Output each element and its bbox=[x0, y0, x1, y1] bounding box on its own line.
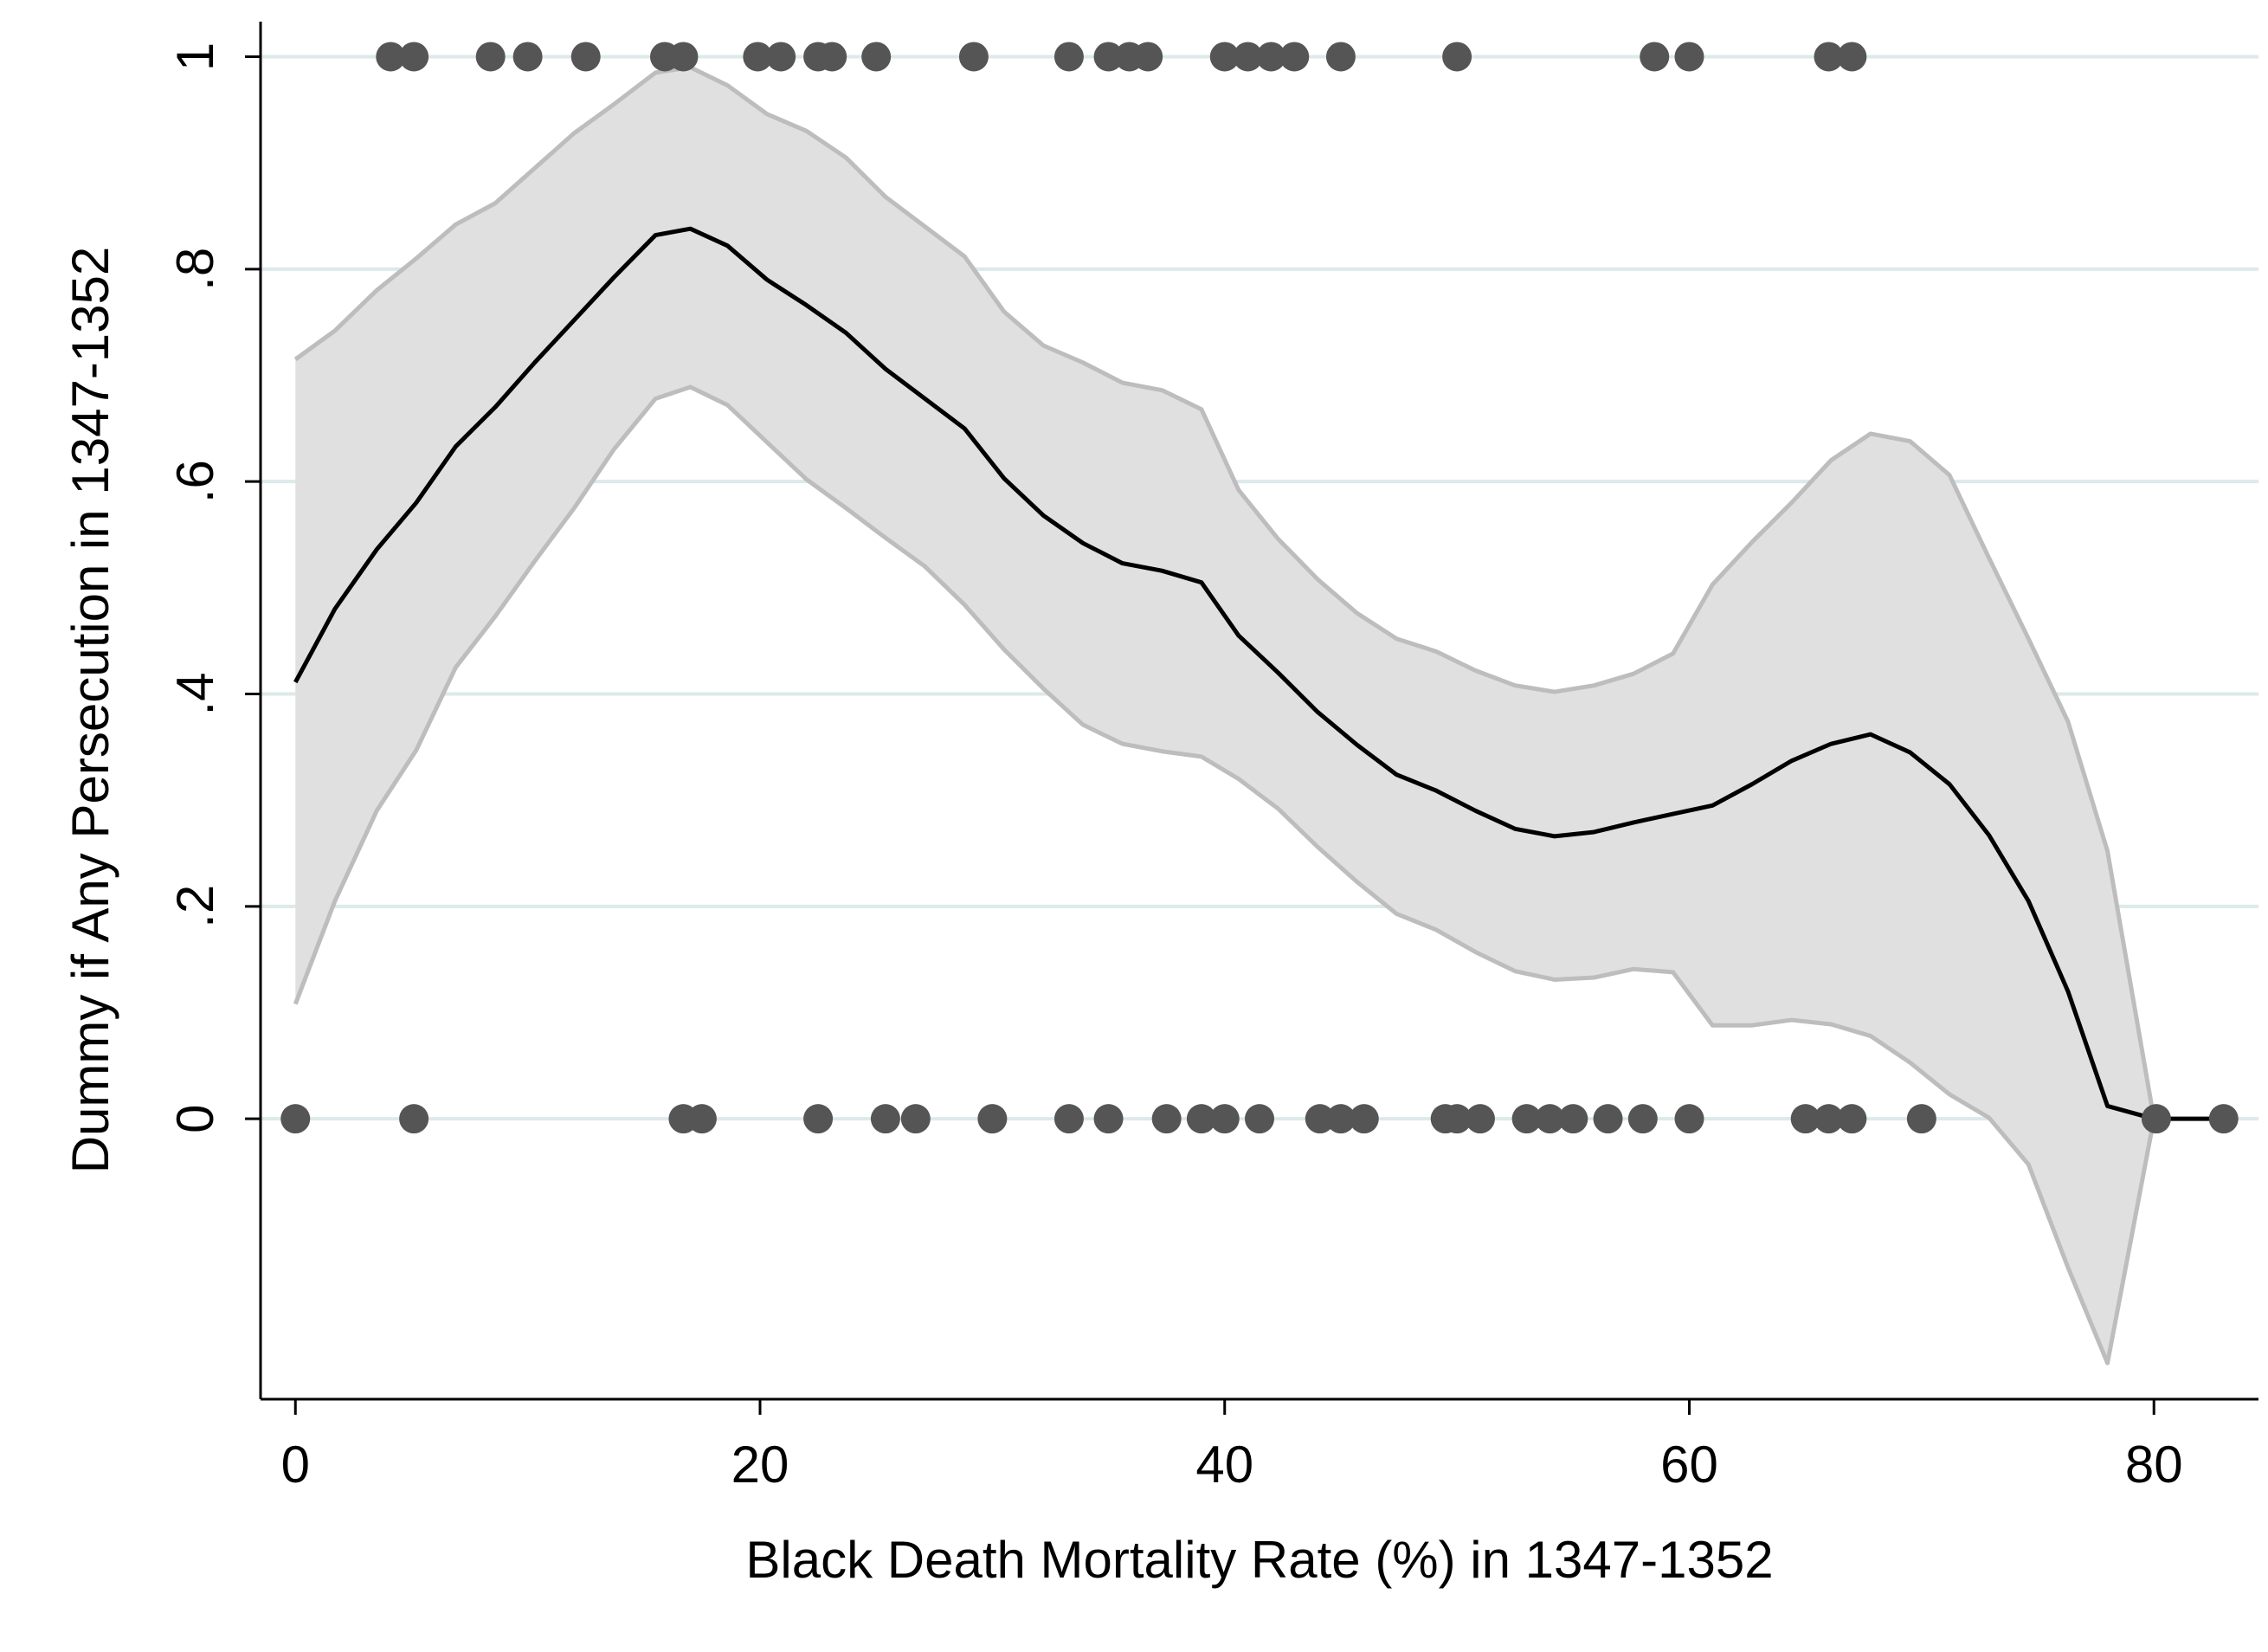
data-point bbox=[1593, 1104, 1623, 1134]
data-point bbox=[803, 1104, 834, 1134]
data-point bbox=[1245, 1104, 1274, 1134]
data-point bbox=[376, 42, 406, 72]
data-point bbox=[861, 42, 892, 72]
data-point bbox=[399, 42, 429, 72]
data-point bbox=[1256, 42, 1286, 72]
data-point bbox=[1837, 42, 1867, 72]
data-point bbox=[1511, 1104, 1542, 1134]
data-point bbox=[1325, 1104, 1356, 1134]
data-point bbox=[766, 42, 796, 72]
data-point bbox=[743, 42, 773, 72]
data-point bbox=[1233, 42, 1263, 72]
data-point bbox=[1814, 42, 1844, 72]
data-point bbox=[1640, 42, 1670, 72]
data-point bbox=[1837, 1104, 1867, 1134]
data-point bbox=[1442, 42, 1472, 72]
y-axis-title: Dummy if Any Persecution in 1347-1352 bbox=[61, 247, 119, 1174]
x-tick-label: 40 bbox=[1195, 1436, 1253, 1494]
data-point bbox=[1814, 1104, 1844, 1134]
band-upper-edge bbox=[293, 65, 2156, 1120]
x-tick-label: 20 bbox=[731, 1436, 789, 1494]
data-point bbox=[1151, 1104, 1182, 1134]
data-point bbox=[817, 42, 847, 72]
data-point bbox=[958, 42, 989, 72]
data-point bbox=[399, 1104, 429, 1134]
data-point bbox=[1558, 1104, 1588, 1134]
data-point bbox=[2141, 1104, 2171, 1134]
data-point bbox=[1442, 1104, 1472, 1134]
data-point bbox=[1349, 1104, 1379, 1134]
data-point bbox=[668, 42, 699, 72]
data-point bbox=[1093, 42, 1124, 72]
data-point bbox=[1305, 1104, 1335, 1134]
y-tick-label: .2 bbox=[166, 885, 224, 928]
data-point bbox=[1325, 42, 1356, 72]
data-point bbox=[1053, 42, 1084, 72]
data-point bbox=[2208, 1104, 2239, 1134]
data-point bbox=[1093, 1104, 1124, 1134]
data-point bbox=[1209, 1104, 1240, 1134]
fit-line bbox=[293, 226, 2224, 1121]
data-point bbox=[870, 1104, 900, 1134]
y-tick-label: 0 bbox=[166, 1104, 224, 1133]
data-point bbox=[1053, 1104, 1084, 1134]
data-point bbox=[686, 1104, 717, 1134]
y-tick-label: .6 bbox=[166, 460, 224, 503]
data-point bbox=[475, 42, 506, 72]
y-tick-label: 1 bbox=[166, 42, 224, 71]
band-lower-edge bbox=[293, 384, 2156, 1365]
data-point bbox=[1133, 42, 1163, 72]
data-point bbox=[1674, 1104, 1704, 1134]
x-axis-title: Black Death Mortality Rate (%) in 1347-1… bbox=[745, 1531, 1773, 1589]
data-point bbox=[1186, 1104, 1216, 1134]
data-point bbox=[280, 1104, 311, 1134]
data-point bbox=[1906, 1104, 1936, 1134]
confidence-band bbox=[295, 67, 2155, 1364]
data-point bbox=[570, 42, 601, 72]
data-point bbox=[512, 42, 543, 72]
y-tick-label: .8 bbox=[166, 248, 224, 291]
x-tick-label: 80 bbox=[2125, 1436, 2183, 1494]
data-point bbox=[1627, 1104, 1658, 1134]
data-point bbox=[1209, 42, 1240, 72]
data-point bbox=[900, 1104, 931, 1134]
data-point bbox=[1465, 1104, 1495, 1134]
data-point bbox=[1674, 42, 1704, 72]
x-tick-label: 60 bbox=[1660, 1436, 1718, 1494]
data-point bbox=[1279, 42, 1310, 72]
data-point bbox=[1535, 1104, 1565, 1134]
data-point bbox=[977, 1104, 1008, 1134]
x-tick-label: 0 bbox=[281, 1436, 310, 1494]
data-point bbox=[1790, 1104, 1820, 1134]
y-tick-label: .4 bbox=[166, 672, 224, 715]
